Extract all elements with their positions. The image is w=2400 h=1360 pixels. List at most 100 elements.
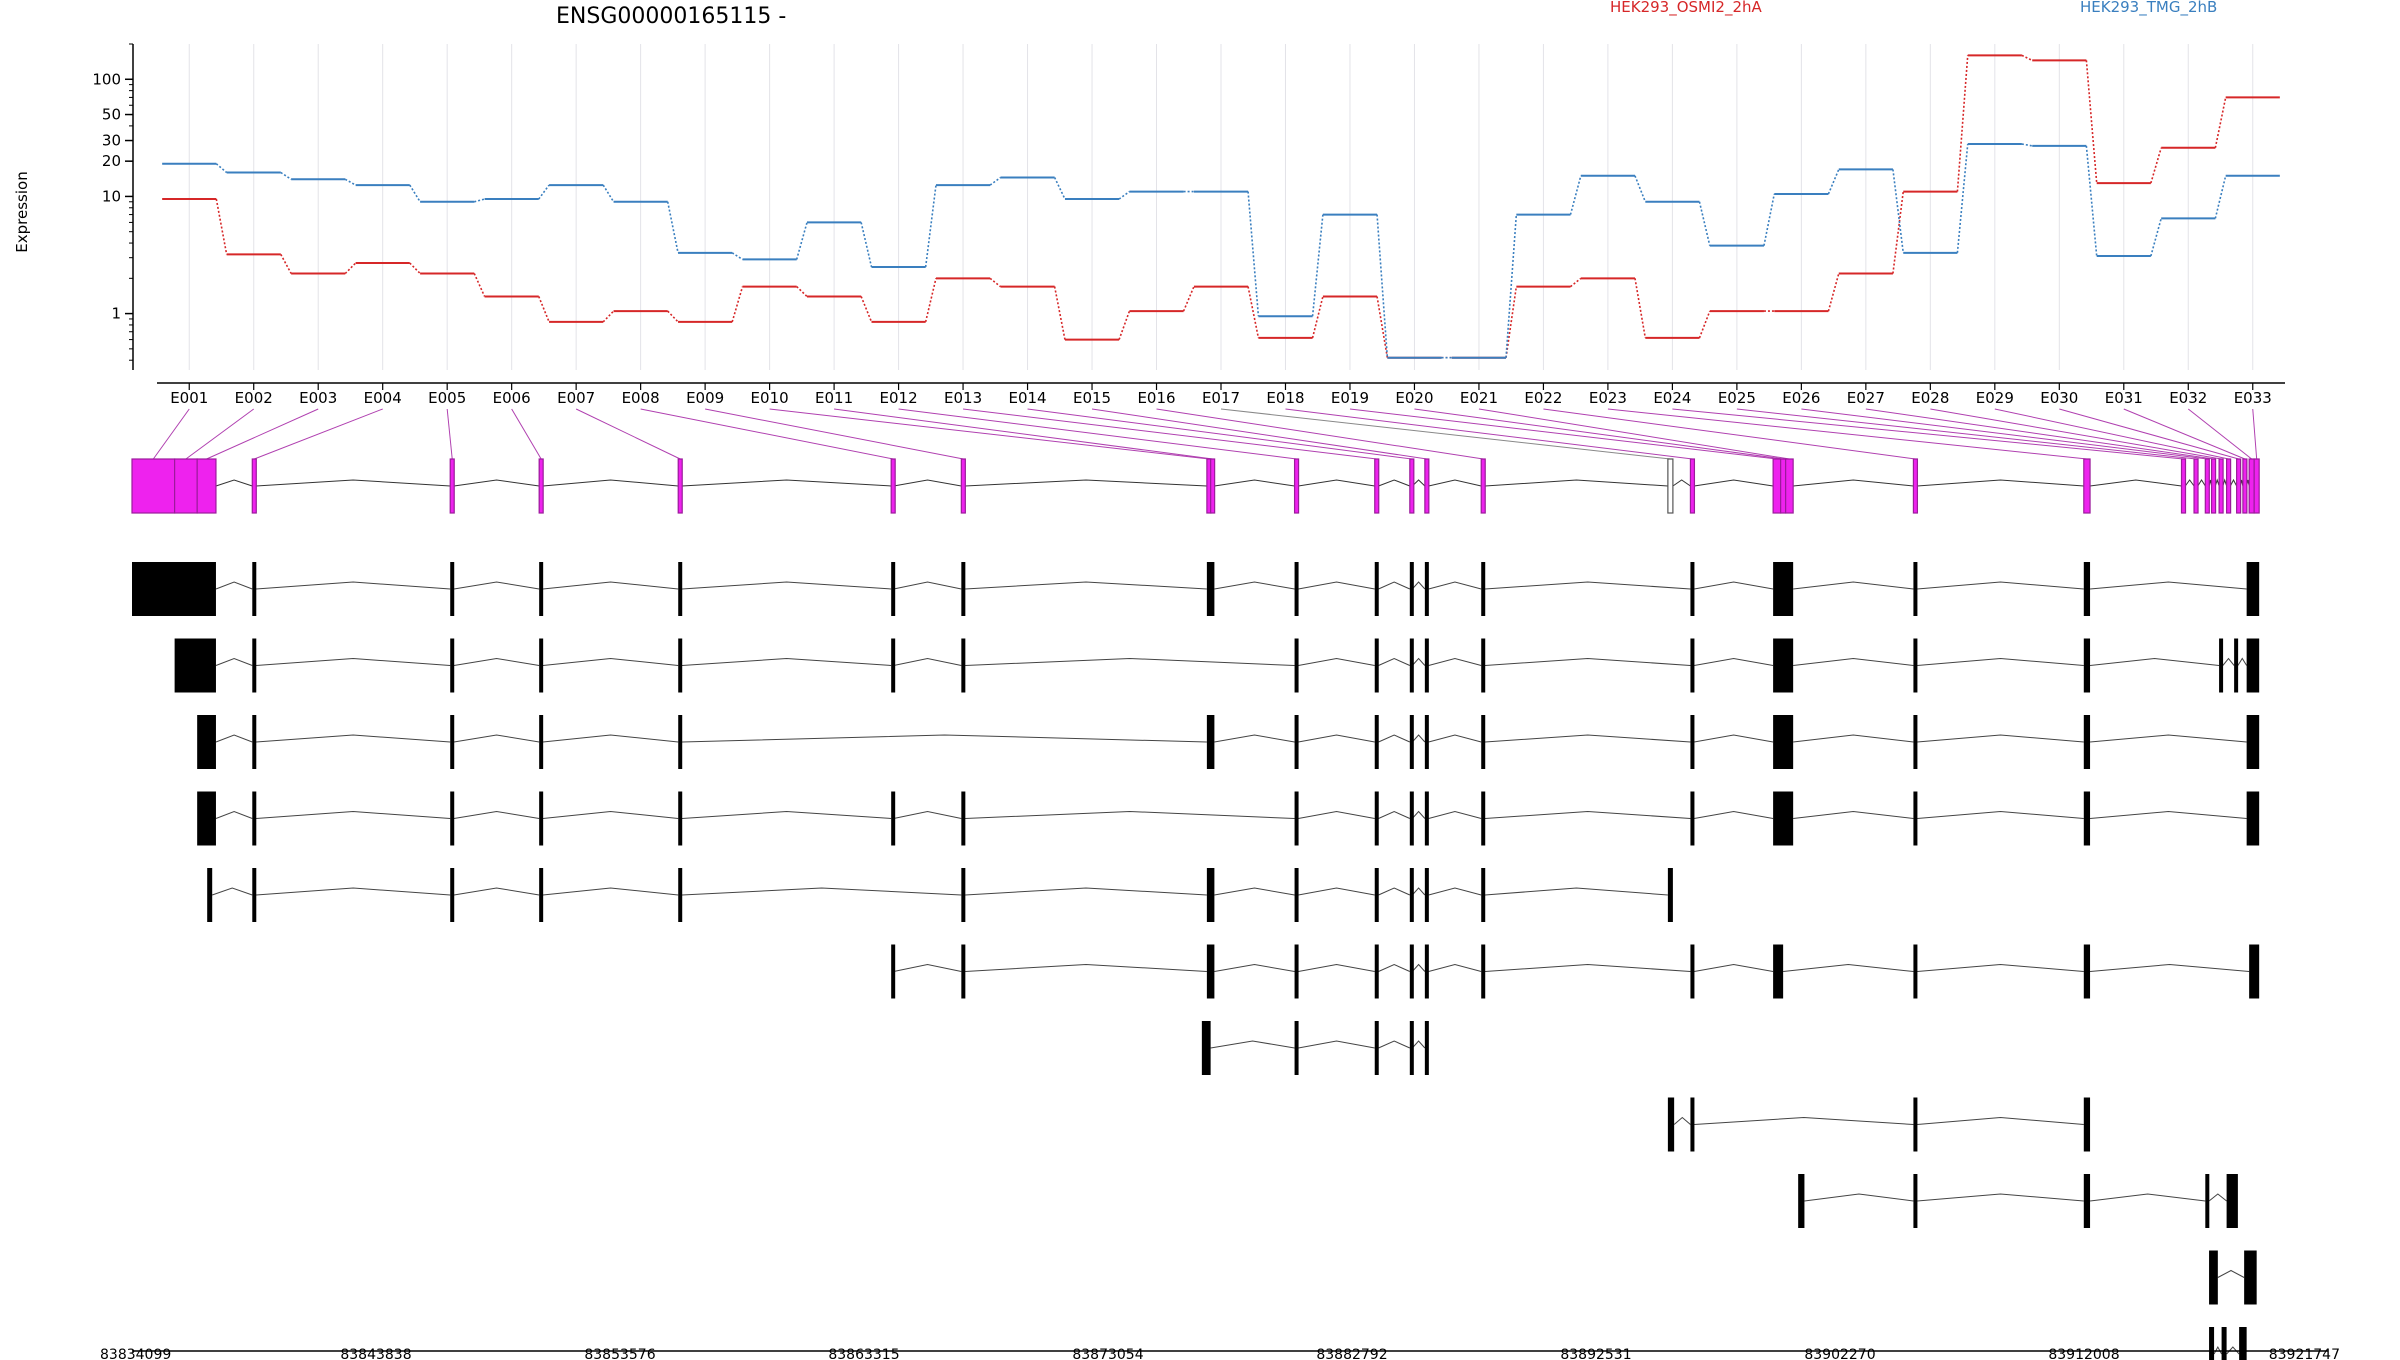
transcript-intron: [542, 810, 679, 819]
y-axis: 1 10 20 30 50 100: [92, 43, 134, 370]
transcript-intron: [1917, 657, 2084, 666]
x-tick-label-E002: E002: [235, 389, 273, 407]
gene-exon-E032: [2248, 458, 2255, 514]
transcript-intron: [2090, 581, 2247, 590]
transcript-9: [1798, 1174, 2238, 1228]
transcript-exon: [1773, 944, 1784, 999]
gene-exon-E006: [538, 458, 544, 514]
transcript-intron: [1298, 887, 1375, 896]
exon-connector-E002: [185, 408, 255, 460]
transcript-exon: [2209, 1327, 2215, 1360]
transcript-intron: [1378, 734, 1411, 743]
transcript-exon: [2234, 638, 2239, 693]
exon-connector-E018: [1285, 408, 1693, 460]
x-tick-label-E014: E014: [1008, 389, 1046, 407]
gene-exon-E020: [1780, 458, 1787, 514]
series-transition: [280, 254, 292, 274]
series-transition: [1569, 175, 1582, 215]
transcript-exon: [1424, 1021, 1429, 1075]
genomic-coordinate-axis: 83834099 83843838 83853576 83863315 83873054…: [100, 1347, 2340, 1360]
gene-intron: [965, 479, 1207, 487]
transcript-intron: [681, 657, 892, 666]
exon-connector-E031: [2123, 408, 2246, 460]
series-transition: [473, 273, 486, 297]
transcript-exon: [1409, 868, 1414, 922]
transcript-exon: [1913, 944, 1918, 999]
transcript-intron: [893, 810, 962, 819]
transcript-intron: [1917, 1193, 2084, 1202]
transcript-exon: [1913, 1174, 1918, 1228]
transcript-intron: [1694, 581, 1774, 590]
gene-exon-E027: [2210, 458, 2217, 514]
gene-intron: [1917, 479, 2084, 487]
transcript-exon: [2249, 944, 2260, 999]
transcript-intron: [1694, 1116, 1914, 1125]
transcript-6: [891, 944, 2260, 999]
transcript-2: [174, 638, 2260, 693]
series-transition: [2021, 54, 2033, 62]
gene-exon-E025: [2193, 458, 2199, 514]
series-transition: [2150, 147, 2162, 184]
transcript-4: [197, 791, 2260, 846]
gene-model-track: [131, 458, 2260, 514]
transcript-exon: [450, 868, 455, 922]
transcript-exon: [1424, 868, 1429, 922]
x-tick-label-E028: E028: [1911, 389, 1949, 407]
transcript-exon: [2226, 1174, 2238, 1228]
x-tick-label-E032: E032: [2169, 389, 2207, 407]
transcript-exon: [2246, 562, 2260, 616]
transcript-exon: [174, 638, 216, 693]
series-transition: [474, 198, 485, 203]
exon-connector-E008: [640, 408, 894, 460]
exon-connector-E006: [511, 408, 542, 460]
exon-connector-E016: [1156, 408, 1484, 460]
exon-connector-E009: [705, 408, 964, 460]
transcript-exon: [1424, 715, 1429, 769]
transcript-exon: [1690, 791, 1695, 846]
transcript-intron: [1428, 887, 1482, 896]
series-transition: [667, 310, 679, 323]
transcript-intron: [1378, 581, 1411, 590]
transcript-exon: [678, 638, 683, 693]
gene-intron: [2229, 478, 2238, 487]
transcript-exon: [2221, 1327, 2227, 1360]
x-tick-label-E029: E029: [1976, 389, 2014, 407]
x-tick-label-E024: E024: [1653, 389, 1691, 407]
series-osmi2: [162, 54, 2280, 359]
transcript-intron: [1694, 963, 1774, 972]
x-tick-label-E006: E006: [493, 389, 531, 407]
exon-connector-E017: [1220, 408, 1671, 460]
y-tick-label: 1: [111, 305, 121, 323]
x-tick-label-E030: E030: [2040, 389, 2078, 407]
exon-connector-E032: [2187, 408, 2252, 460]
gene-exon-E024: [2180, 458, 2187, 514]
x-tick-label-E005: E005: [428, 389, 466, 407]
series-transition: [1827, 273, 1840, 312]
transcript-intron: [1411, 581, 1426, 590]
x-tick-label-E027: E027: [1847, 389, 1885, 407]
exon-connector-E027: [1865, 408, 2214, 460]
transcript-intron: [1484, 963, 1691, 972]
gene-exon-E028: [2218, 458, 2224, 514]
series-transition: [1956, 55, 1969, 192]
exon-connector-E028: [1930, 408, 2222, 460]
transcript-intron: [542, 887, 679, 896]
transcript-exon: [678, 562, 683, 616]
transcript-intron: [1484, 810, 1691, 819]
transcript-exon: [891, 944, 896, 999]
transcript-exon: [1773, 562, 1794, 616]
gene-exon-E030: [2236, 458, 2242, 514]
transcript-intron: [1411, 1040, 1426, 1049]
transcript-11: [2209, 1327, 2247, 1360]
transcript-intron: [1428, 657, 1482, 666]
gene-intron: [1298, 479, 1375, 487]
transcript-exon: [252, 562, 257, 616]
transcript-intron: [2237, 657, 2248, 666]
gene-exon-E004: [251, 458, 257, 514]
transcript-exon: [1913, 791, 1918, 846]
x-tick-label-E008: E008: [622, 389, 660, 407]
transcript-intron: [1378, 963, 1411, 972]
transcript-intron: [1793, 657, 1914, 666]
x-tick-label-E009: E009: [686, 389, 724, 407]
transcript-intron: [215, 657, 253, 666]
